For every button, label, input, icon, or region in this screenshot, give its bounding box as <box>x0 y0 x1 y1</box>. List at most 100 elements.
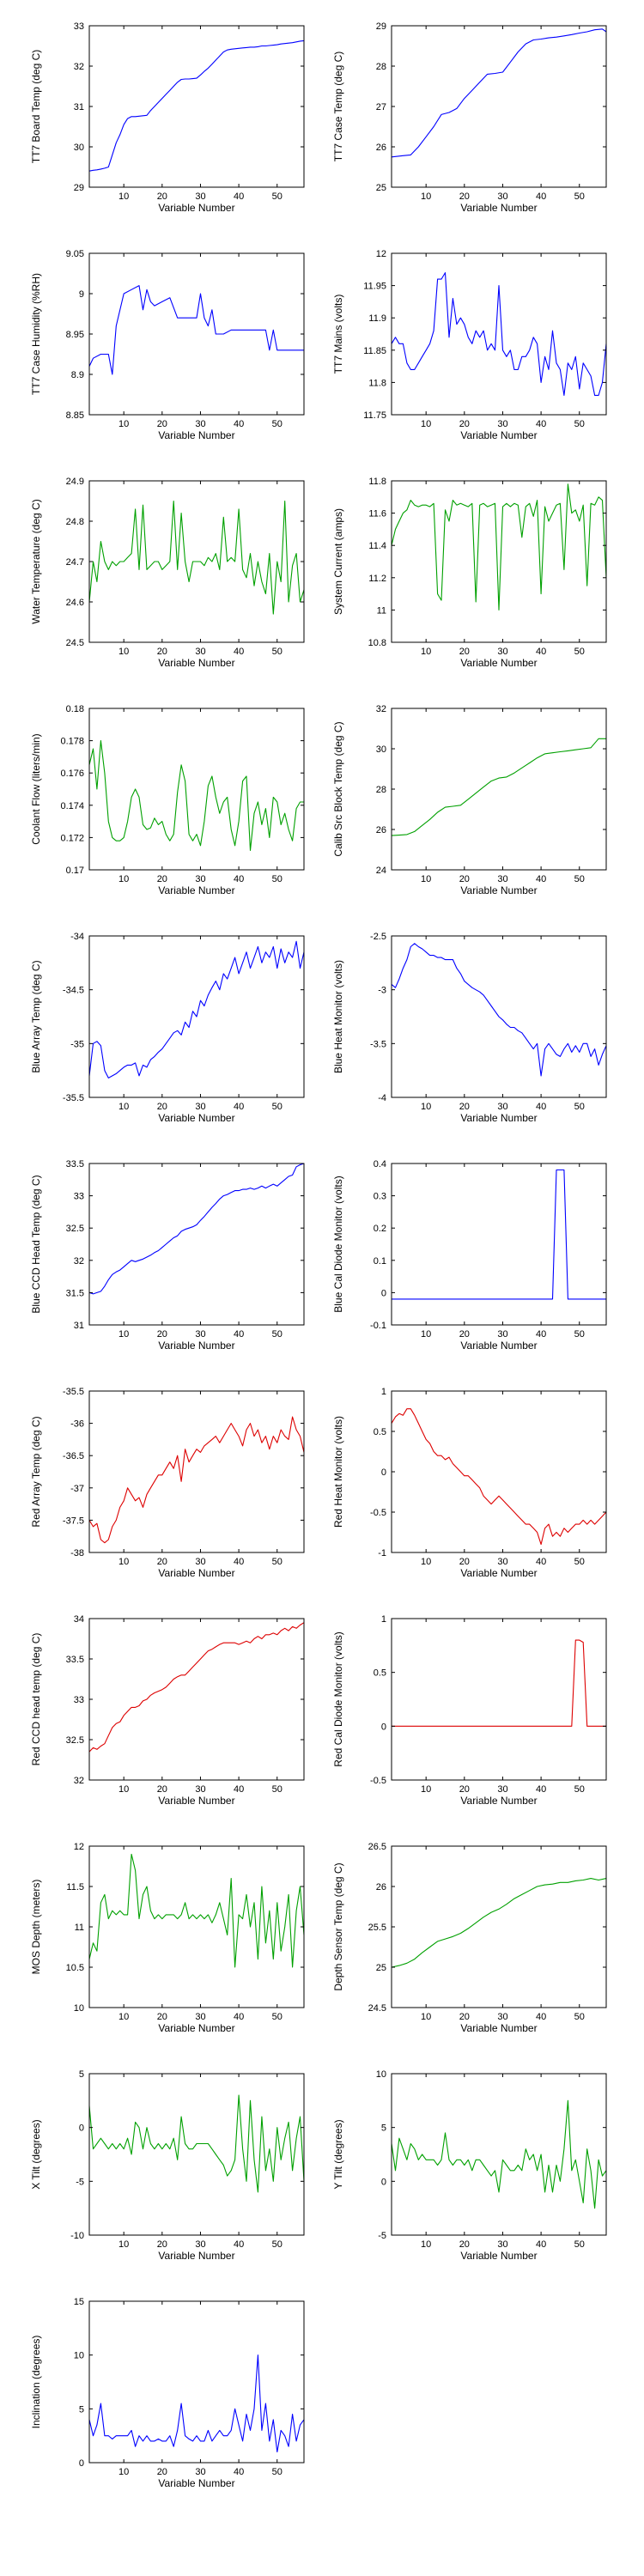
x-tick-label: 30 <box>195 419 205 429</box>
plot-frame <box>391 1618 607 1781</box>
x-axis-label: Variable Number <box>158 1795 234 1807</box>
x-tick-label: 20 <box>459 874 470 884</box>
y-tick-label: -2.5 <box>370 932 386 942</box>
y-tick-label: 0.17 <box>66 866 84 876</box>
x-tick-label: 30 <box>497 1329 507 1340</box>
y-tick-label: 8.95 <box>66 330 84 340</box>
series-line <box>88 500 305 615</box>
x-tick-label: 20 <box>157 2012 167 2022</box>
y-tick-label: 9.05 <box>66 249 84 259</box>
chart-tt7-case-temp: 10 20 30 40 50 25 26 27 28 29 Variable Number TT7 C… <box>332 21 607 214</box>
x-tick-label: 50 <box>574 647 585 657</box>
y-tick-label: -38 <box>70 1548 84 1558</box>
x-tick-label: 10 <box>118 2012 129 2022</box>
y-tick-label: 34 <box>74 1614 84 1625</box>
y-tick-label: -3 <box>378 986 386 996</box>
series-line <box>88 740 304 851</box>
plot-frame <box>88 1390 305 1553</box>
chart-tt7-mains: 10 20 30 40 50 11.75 11.8 11.85 11.9 11.95 12 Varia… <box>332 249 607 441</box>
y-axis-label: Y Tilt (degrees) <box>332 2119 344 2189</box>
y-tick-label: 0.1 <box>374 1256 386 1267</box>
x-axis-label: Variable Number <box>460 657 537 669</box>
x-tick-label: 30 <box>195 874 205 884</box>
y-tick-label: 24.8 <box>66 517 84 527</box>
x-tick-label: 50 <box>272 2012 283 2022</box>
plot-frame <box>391 480 607 643</box>
x-tick-label: 20 <box>459 1557 470 1567</box>
y-tick-label: 11.8 <box>368 477 386 487</box>
x-tick-label: 30 <box>497 647 507 657</box>
x-tick-label: 40 <box>234 1784 244 1795</box>
x-axis-label: Variable Number <box>460 2250 537 2262</box>
x-tick-label: 10 <box>118 647 129 657</box>
y-tick-label: 12 <box>376 249 386 259</box>
x-tick-label: 50 <box>272 1784 283 1795</box>
plot-frame <box>88 1163 305 1326</box>
y-axis-label: Blue CCD Head Temp (deg C) <box>30 1175 42 1313</box>
chart-mos-depth: 10 20 30 40 50 10 10.5 11 11.5 12 Variable Number M… <box>30 1842 305 2034</box>
x-tick-label: 10 <box>421 1329 431 1340</box>
y-axis-label: Water Temperature (deg C) <box>30 499 42 623</box>
series-line <box>392 1169 606 1300</box>
x-axis-label: Variable Number <box>460 1795 537 1807</box>
chart-water-temperature: 10 20 30 40 50 24.5 24.6 24.7 24.8 24.9 Variable N… <box>30 477 305 669</box>
series-line <box>88 940 305 1078</box>
chart-red-ccd-head-temp: 10 20 30 40 50 32 32.5 33 33.5 34 Variable Number R… <box>30 1614 305 1807</box>
chart-coolant-flow: 10 20 30 40 50 0.17 0.172 0.174 0.176 0.178 0.18 Va… <box>30 704 305 896</box>
series-line <box>391 2099 607 2209</box>
x-tick-label: 40 <box>234 191 244 202</box>
y-tick-label: 11.95 <box>363 282 386 292</box>
x-tick-label: 40 <box>536 1329 546 1340</box>
y-axis-label: TT7 Board Temp (deg C) <box>30 50 42 164</box>
chart-inclination: 10 20 30 40 50 0 5 10 15 Variable Number Inclinati… <box>30 2297 305 2489</box>
y-tick-label: 24.6 <box>66 598 84 608</box>
x-tick-label: 10 <box>421 191 431 202</box>
x-tick-label: 30 <box>497 419 507 429</box>
x-tick-label: 30 <box>497 2239 507 2250</box>
x-tick-label: 20 <box>459 419 470 429</box>
y-tick-label: 31.5 <box>66 1288 84 1298</box>
x-tick-label: 30 <box>195 647 205 657</box>
series-line <box>88 2354 305 2453</box>
x-axis-label: Variable Number <box>460 884 537 896</box>
x-tick-label: 20 <box>157 2467 167 2477</box>
x-tick-label: 50 <box>272 419 283 429</box>
x-tick-label: 50 <box>272 2467 283 2477</box>
x-tick-label: 50 <box>574 2239 585 2250</box>
y-tick-label: 32 <box>74 1256 84 1267</box>
y-tick-label: 11.4 <box>368 541 386 551</box>
x-tick-label: 10 <box>421 1784 431 1795</box>
plot-frame <box>88 708 305 871</box>
chart-red-heat-monitor: 10 20 30 40 50 -1 -0.5 0 0.5 1 Variable Number Red … <box>332 1387 607 1579</box>
x-tick-label: 40 <box>536 2239 546 2250</box>
x-tick-label: 20 <box>459 1102 470 1112</box>
chart-tt7-case-humidity: 10 20 30 40 50 8.85 8.9 8.95 9 9.05 Variable Numbe… <box>30 249 305 441</box>
series-line <box>392 1639 606 1727</box>
x-tick-label: 50 <box>272 874 283 884</box>
y-tick-label: 30 <box>74 143 84 153</box>
y-tick-label: 11.8 <box>368 378 386 388</box>
x-tick-label: 50 <box>574 1784 585 1795</box>
x-tick-label: 20 <box>157 874 167 884</box>
x-tick-label: 10 <box>118 1557 129 1567</box>
chart-red-cal-diode-monitor: 10 20 30 40 50 -0.5 0 0.5 1 Variable Number Red Ca… <box>332 1614 607 1807</box>
x-tick-label: 50 <box>272 1557 283 1567</box>
plot-frame <box>88 2073 305 2236</box>
x-tick-label: 30 <box>195 2467 205 2477</box>
x-tick-label: 30 <box>195 1102 205 1112</box>
y-tick-label: 25 <box>376 183 386 193</box>
x-tick-label: 50 <box>574 1557 585 1567</box>
y-tick-label: 29 <box>376 21 386 32</box>
y-tick-label: 11.85 <box>363 346 386 356</box>
x-axis-label: Variable Number <box>158 2477 234 2489</box>
x-tick-label: 50 <box>574 874 585 884</box>
y-tick-label: 0 <box>381 2177 386 2187</box>
y-tick-label: -5 <box>378 2231 386 2241</box>
x-tick-label: 20 <box>157 419 167 429</box>
y-tick-label: 27 <box>376 102 386 112</box>
plot-frame <box>88 2300 305 2464</box>
x-axis-label: Variable Number <box>158 884 234 896</box>
x-tick-label: 40 <box>536 1102 546 1112</box>
x-tick-label: 40 <box>234 647 244 657</box>
series-line <box>391 272 607 396</box>
